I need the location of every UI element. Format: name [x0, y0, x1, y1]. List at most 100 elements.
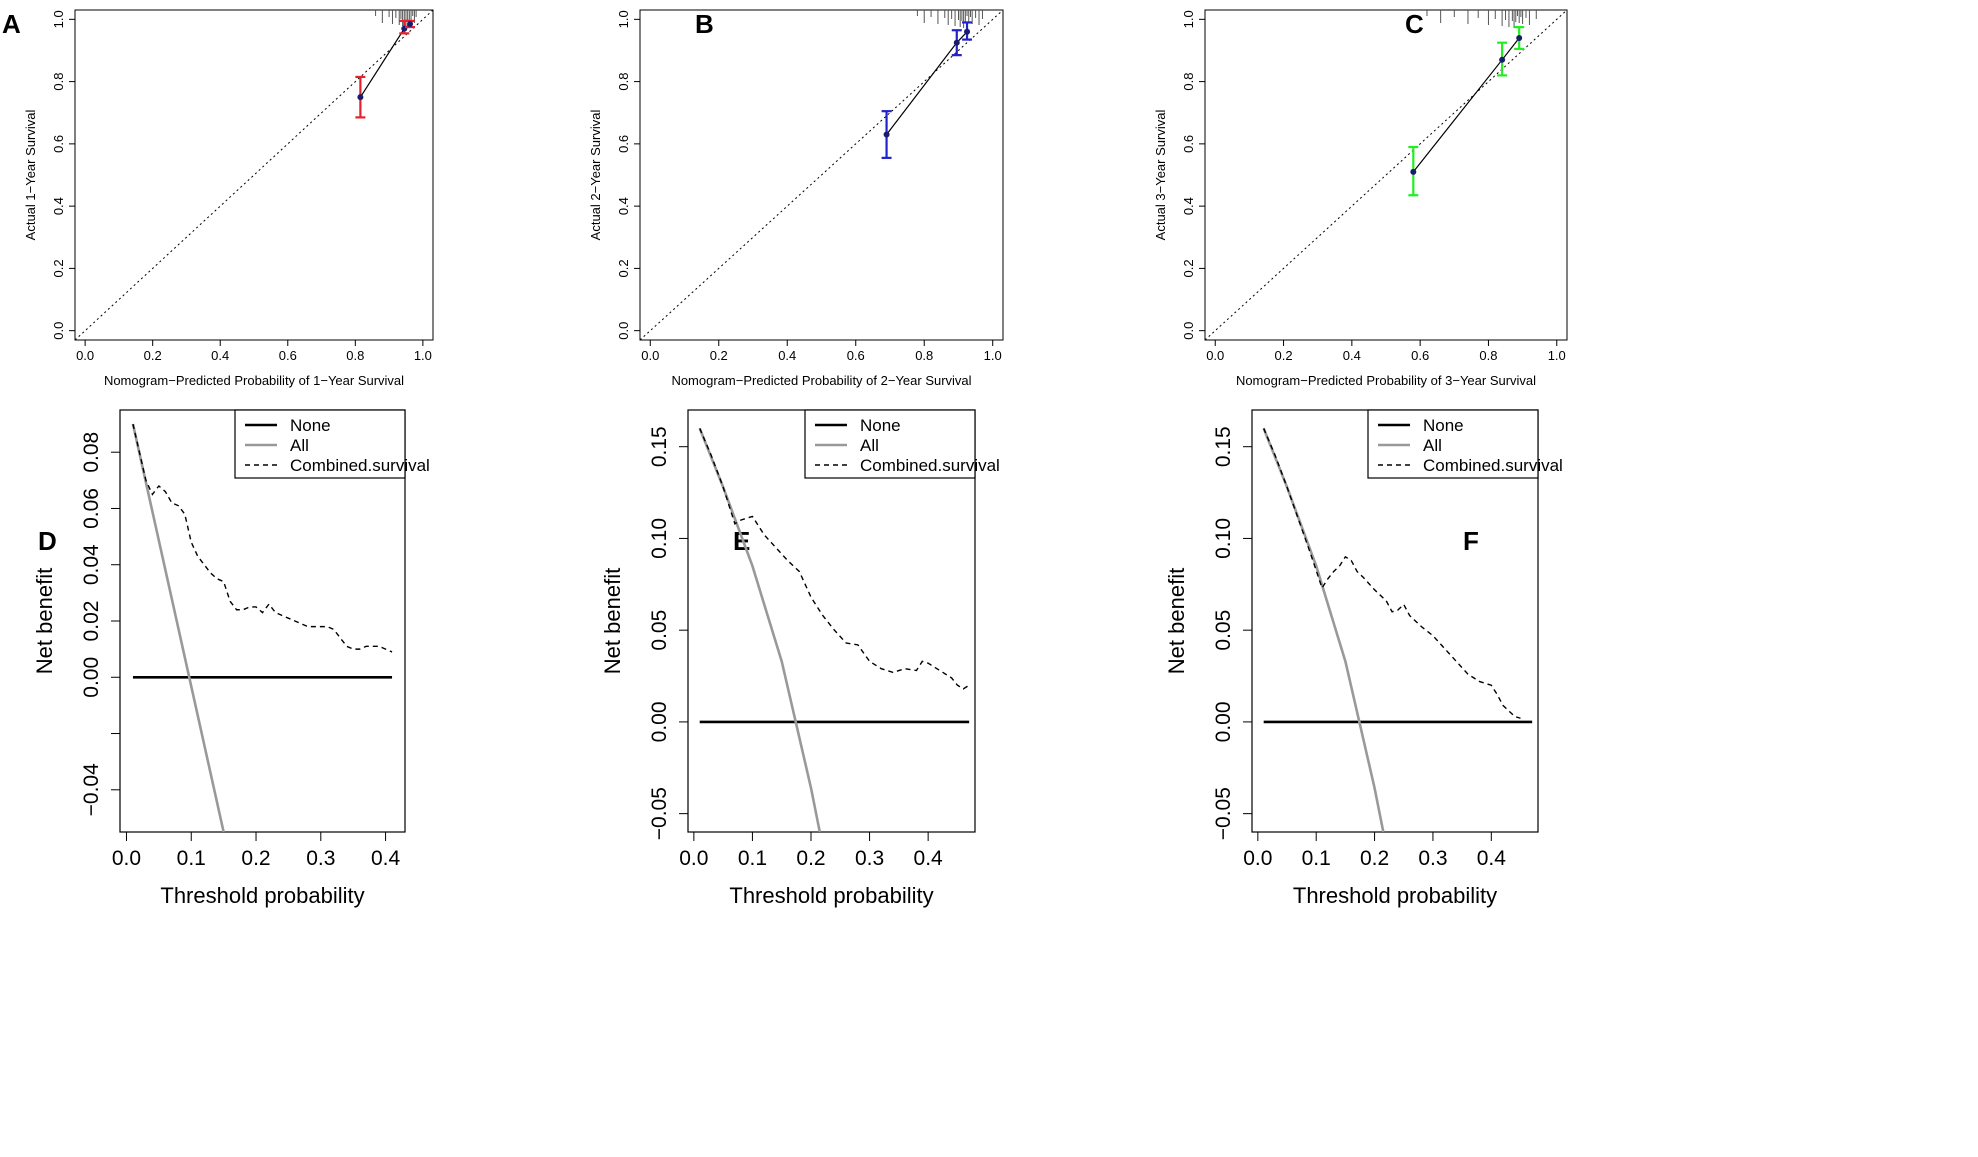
y-tick-label: 0.0	[51, 322, 66, 340]
y-tick-label: 0.4	[51, 197, 66, 215]
x-tick-label: 0.0	[1243, 847, 1272, 870]
x-tick-label: 0.4	[1343, 348, 1361, 363]
calibration-point	[1516, 35, 1523, 42]
x-tick-label: 0.2	[144, 348, 162, 363]
calibration-point	[1499, 56, 1506, 63]
x-tick-label: 1.0	[414, 348, 432, 363]
x-axis-label: Threshold probability	[1293, 883, 1497, 908]
ideal-diagonal-line	[639, 9, 1004, 341]
y-tick-label: 0.2	[616, 259, 631, 277]
legend-label: None	[1423, 416, 1464, 435]
x-axis-label: Threshold probability	[160, 883, 364, 908]
calibration-plot-3-year: 0.0 0.2 0.4 0.6 0.8 1.0 0.0 0.2 0.4 0.6 0.8 1.0 Nomo…	[1153, 9, 1568, 388]
y-tick-label: 0.10	[648, 518, 671, 559]
x-tick-label: 0.1	[1302, 847, 1331, 870]
calibration-point	[883, 131, 890, 138]
y-tick-label: 0.15	[1212, 426, 1235, 467]
calibration-point	[407, 21, 414, 28]
y-tick-label: 0.2	[1181, 259, 1196, 277]
legend-label: All	[290, 436, 309, 455]
x-tick-label: 0.1	[738, 847, 767, 870]
x-tick-label: 0.3	[306, 847, 335, 870]
y-tick-label: 0.10	[1212, 518, 1235, 559]
x-tick-label: 0.8	[346, 348, 364, 363]
x-tick-label: 0.4	[371, 847, 401, 870]
x-tick-label: 0.2	[1275, 348, 1293, 363]
y-axis-label: Actual 1−Year Survival	[23, 110, 38, 241]
x-tick-label: 0.6	[279, 348, 297, 363]
y-tick-label: 0.4	[1181, 197, 1196, 215]
x-tick-label: 0.2	[710, 348, 728, 363]
x-tick-label: 0.4	[914, 847, 944, 870]
legend-label: None	[860, 416, 901, 435]
x-tick-label: 0.1	[177, 847, 206, 870]
combined-survival-line	[699, 428, 970, 690]
x-axis-label: Nomogram−Predicted Probability of 3−Year…	[1236, 373, 1536, 388]
y-tick-label: 0.6	[1181, 135, 1196, 153]
y-tick-label: 1.0	[616, 10, 631, 28]
x-axis-label: Nomogram−Predicted Probability of 2−Year…	[671, 373, 971, 388]
legend-label: Combined.survival	[860, 456, 1000, 475]
x-tick-label: 0.6	[847, 348, 865, 363]
decision-curve-3-year: 0.0 0.1 0.2 0.3 0.4 −0.05 0.00 0.05 0.10 0.15 Thre…	[1164, 409, 1563, 908]
decision-curve-1-year: 0.0 0.1 0.2 0.3 0.4 −0.04 0.00 0.02 0.04 0.06 0.08…	[32, 409, 430, 908]
calibration-plot-2-year: 0.0 0.2 0.4 0.6 0.8 1.0 0.0 0.2 0.4 0.6 0.8 1.0 Nomo…	[588, 9, 1004, 388]
y-axis-label: Net benefit	[32, 568, 57, 674]
y-tick-label: 0.0	[616, 322, 631, 340]
plot-frame	[74, 9, 434, 341]
y-tick-label: 0.4	[616, 197, 631, 215]
y-tick-label: 0.08	[80, 432, 103, 473]
calibration-point	[357, 94, 364, 101]
calibration-point	[953, 39, 960, 46]
all-line	[131, 423, 225, 832]
y-tick-label: 0.8	[616, 73, 631, 91]
ideal-diagonal-line	[1204, 9, 1568, 341]
x-tick-label: 0.2	[1360, 847, 1389, 870]
y-tick-label: 0.8	[51, 73, 66, 91]
y-tick-label: 0.00	[80, 657, 103, 698]
y-tick-label: −0.05	[1212, 787, 1235, 840]
x-tick-label: 0.3	[1418, 847, 1447, 870]
y-tick-label: −0.04	[80, 763, 103, 816]
x-tick-label: 0.0	[1206, 348, 1224, 363]
y-axis-label: Net benefit	[1164, 568, 1189, 674]
legend-label: All	[860, 436, 879, 455]
plot-frame	[1204, 9, 1568, 341]
y-axis-label: Actual 3−Year Survival	[1153, 110, 1168, 241]
y-tick-label: 0.06	[80, 488, 103, 529]
legend-label: All	[1423, 436, 1442, 455]
x-tick-label: 1.0	[984, 348, 1002, 363]
y-tick-label: 0.04	[80, 544, 103, 585]
x-tick-label: 0.4	[778, 348, 796, 363]
x-tick-label: 0.2	[241, 847, 270, 870]
legend-label: Combined.survival	[290, 456, 430, 475]
combined-survival-line	[132, 423, 393, 653]
curves-group	[698, 427, 970, 832]
all-line	[698, 427, 822, 832]
all-line	[1262, 427, 1385, 832]
y-axis-label: Actual 2−Year Survival	[588, 110, 603, 241]
y-tick-label: 0.0	[1181, 322, 1196, 340]
y-tick-label: 0.02	[80, 601, 103, 642]
x-tick-label: 0.8	[915, 348, 933, 363]
plot-frame	[639, 9, 1004, 341]
panel-letter-f: F	[1463, 526, 1479, 556]
x-tick-label: 0.0	[76, 348, 94, 363]
calibration-point	[964, 28, 971, 35]
x-tick-label: 0.0	[112, 847, 141, 870]
y-tick-label: 1.0	[1181, 10, 1196, 28]
y-tick-label: 0.15	[648, 426, 671, 467]
curves-group	[131, 423, 393, 832]
x-tick-label: 0.6	[1411, 348, 1429, 363]
y-tick-label: 0.05	[648, 610, 671, 651]
x-tick-label: 0.3	[855, 847, 884, 870]
y-tick-label: −0.05	[648, 787, 671, 840]
panel-letter-d: D	[38, 526, 57, 556]
legend-label: None	[290, 416, 331, 435]
x-axis-label: Nomogram−Predicted Probability of 1−Year…	[104, 373, 404, 388]
